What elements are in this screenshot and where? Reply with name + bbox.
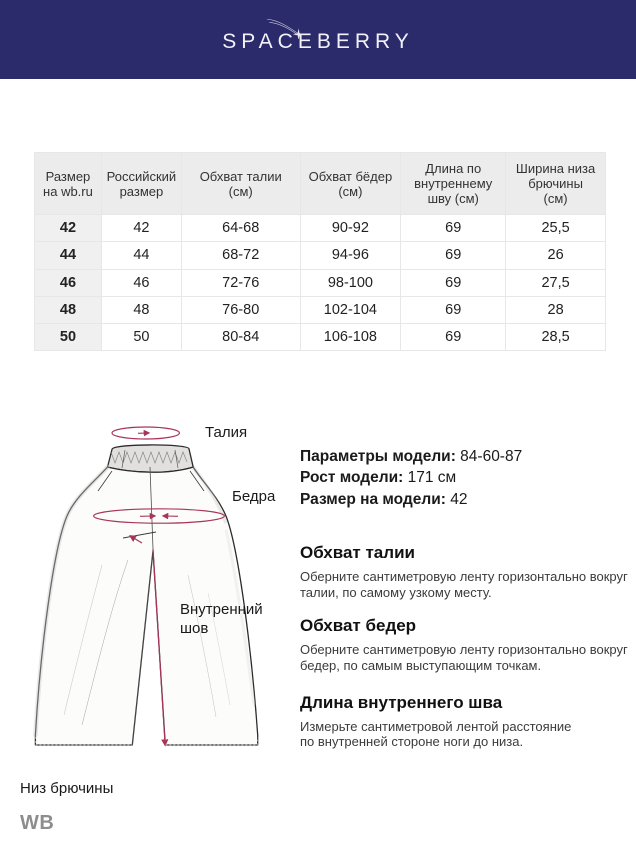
svg-text:Бедра: Бедра	[232, 488, 276, 505]
svg-text:Внутренний: Внутренний	[180, 601, 263, 618]
svg-text:шов: шов	[180, 620, 208, 637]
svg-text:Талия: Талия	[205, 424, 247, 441]
svg-text:Низ брючины: Низ брючины	[20, 780, 113, 797]
